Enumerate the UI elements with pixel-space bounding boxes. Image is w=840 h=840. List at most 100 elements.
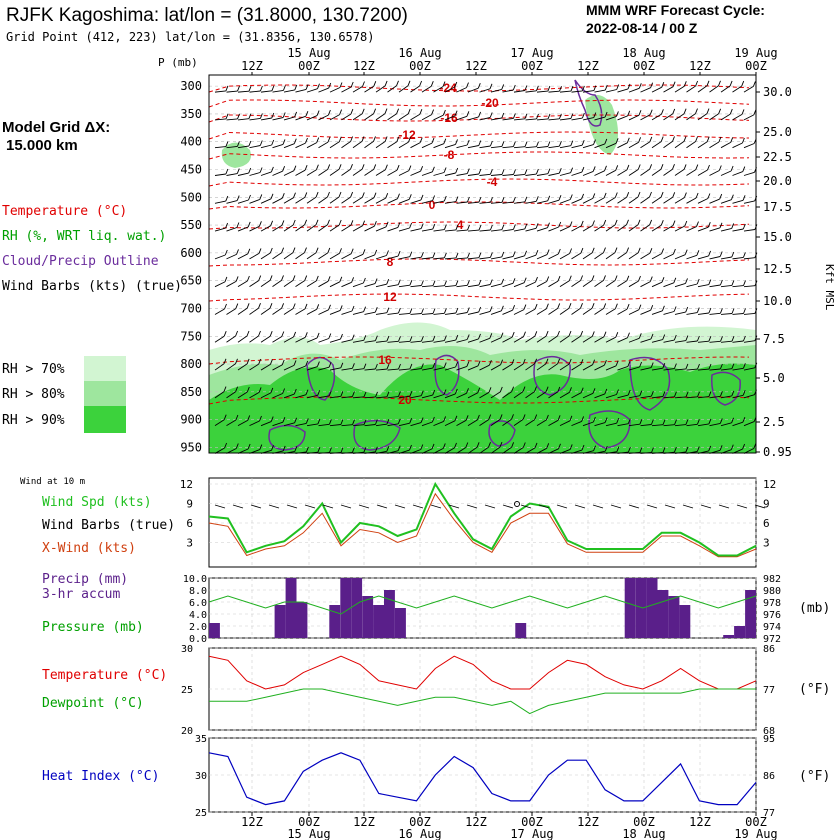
wind-barb-flag	[386, 419, 390, 425]
wind-barb-flag	[443, 167, 447, 173]
wind-barb	[674, 85, 685, 93]
wind-barb-flag	[236, 168, 240, 174]
wind-barb	[249, 145, 261, 149]
temperature-contour-2	[208, 114, 750, 123]
wind-barb-flag	[281, 193, 285, 199]
wind-barb-flag	[570, 113, 574, 119]
wind-barb-flag	[397, 250, 401, 257]
wind-barb-flag	[731, 251, 735, 258]
wind-barb	[663, 196, 673, 204]
wind-barb	[686, 226, 697, 232]
wind-barb-flag	[501, 169, 505, 175]
wind-barb-flag	[292, 275, 296, 281]
wind-barb	[617, 337, 628, 343]
wind-barb-flag	[317, 390, 321, 396]
precip-bar-11	[329, 605, 341, 638]
bottom-hour-label-1: 00Z	[298, 815, 320, 829]
wind-barb	[318, 169, 328, 176]
wind-barb	[467, 419, 478, 427]
wind-barb	[479, 256, 491, 260]
wind-ytick-right-9: 9	[763, 498, 770, 511]
wind-barb-flag	[742, 390, 746, 396]
wind-barb	[605, 169, 616, 176]
precip-bar-42	[668, 596, 680, 638]
wind-barb-flag	[512, 84, 516, 91]
wind-barb	[605, 365, 617, 371]
wind-barb	[295, 336, 306, 343]
wind-barb	[490, 229, 502, 232]
wind-barb-flag	[374, 307, 378, 313]
wind-barb	[605, 308, 616, 315]
wind-barb-flag	[455, 139, 458, 145]
wind-barb-flag	[534, 386, 537, 392]
wind-barb	[433, 200, 445, 204]
cloud-outline-7	[488, 420, 516, 447]
wind-barb	[306, 366, 318, 371]
wind-barb	[387, 284, 399, 288]
wind-ytick-9: 9	[186, 498, 193, 511]
legend-wind: Wind Barbs (kts) (true)	[2, 279, 182, 294]
wind-barb	[410, 85, 420, 93]
wind-barb	[548, 280, 559, 288]
wind-barb-flag	[741, 137, 745, 144]
wind-barb-flag	[327, 276, 331, 282]
wind-barb	[536, 419, 547, 427]
wind-barb-flag	[316, 304, 320, 310]
wind-barb-flag	[351, 447, 355, 453]
wind-barb-flag	[304, 192, 308, 198]
wind-barb	[341, 196, 351, 204]
wind-barb-flag	[409, 222, 413, 229]
wind-barb-flag	[730, 165, 734, 172]
wind-barb	[410, 170, 421, 176]
wind-barb	[295, 422, 307, 427]
wind-barb	[513, 255, 525, 260]
wind-barb	[582, 90, 594, 93]
wind-barb	[548, 90, 560, 93]
wind-barb	[709, 422, 721, 427]
wind-barb	[249, 307, 259, 315]
wind-barb	[490, 364, 501, 371]
wind-barb-flag	[432, 280, 436, 286]
wind-barb	[605, 115, 617, 121]
rh-upper-left	[221, 142, 251, 168]
wind-barb-flag	[455, 334, 459, 341]
wind-barb-flag	[684, 249, 688, 255]
wind-barb-flag	[661, 305, 665, 311]
wind-barb-flag	[500, 359, 504, 365]
wind-barb-flag	[753, 109, 757, 116]
wind-barb-flag	[465, 415, 469, 421]
wind-barb	[467, 201, 479, 204]
wind-barb	[456, 284, 468, 288]
wind-barb-flag	[568, 358, 572, 365]
wind-barb-flag	[616, 389, 619, 395]
wind-barb	[433, 86, 444, 93]
wind-barb-flag	[547, 113, 551, 120]
pressure-ytick-1: 974	[763, 622, 781, 633]
cloud-outline-5	[268, 424, 306, 451]
wind-barb	[249, 335, 259, 343]
wind-barb-flag	[431, 443, 435, 450]
wind-barb-flag	[225, 113, 229, 120]
wind-barb-flag	[246, 330, 250, 337]
wind-barb	[513, 309, 525, 315]
wind-barb-flag	[650, 362, 654, 368]
wind-barb	[433, 257, 445, 260]
wind-barb-flag	[719, 279, 723, 286]
wind-barb-flag	[443, 138, 447, 144]
wind-barb-flag	[558, 443, 561, 449]
wind-barb-flag	[490, 197, 493, 203]
wind-barb	[663, 141, 673, 149]
wind-barb-flag	[559, 86, 562, 92]
wind-barb-flag	[340, 333, 343, 340]
wind-barb-flag	[570, 167, 574, 173]
top-hour-label-8: 12Z	[689, 59, 711, 73]
wind-barb-flag	[270, 387, 274, 394]
wind-barb	[525, 308, 536, 315]
wind-barb	[329, 395, 341, 399]
surface-wind-barb	[412, 504, 424, 509]
wind-barb	[295, 308, 306, 315]
wind-barb-flag	[580, 359, 584, 365]
wind-barb-flag	[304, 332, 308, 338]
wind-barb-flag	[534, 303, 538, 310]
wind-barb-flag	[317, 83, 320, 89]
